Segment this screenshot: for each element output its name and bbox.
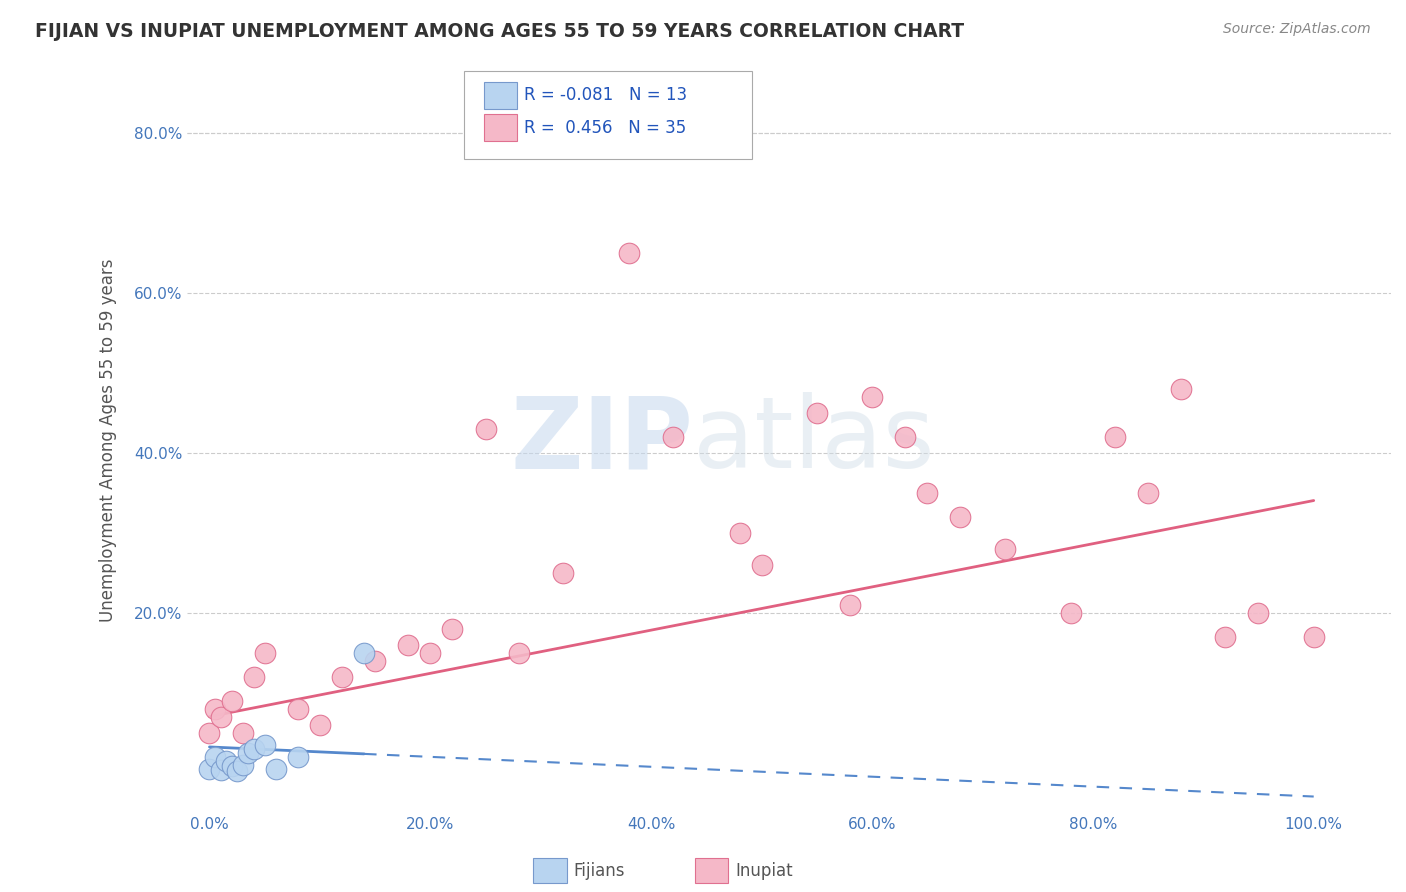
- Point: [287, 701, 309, 715]
- Point: [204, 749, 226, 764]
- Point: [242, 741, 264, 756]
- Text: Source: ZipAtlas.com: Source: ZipAtlas.com: [1223, 22, 1371, 37]
- Point: [215, 754, 238, 768]
- Point: [1215, 630, 1237, 644]
- Point: [441, 622, 464, 636]
- Point: [1104, 429, 1126, 443]
- Point: [915, 485, 938, 500]
- Point: [232, 725, 254, 739]
- Text: Inupiat: Inupiat: [735, 862, 793, 880]
- Point: [221, 759, 243, 773]
- Point: [236, 746, 259, 760]
- Point: [226, 764, 249, 778]
- Point: [894, 429, 917, 443]
- Point: [728, 525, 751, 540]
- Text: atlas: atlas: [693, 392, 935, 489]
- Point: [474, 421, 496, 435]
- Point: [1137, 485, 1160, 500]
- Point: [353, 646, 375, 660]
- Text: ZIP: ZIP: [510, 392, 693, 489]
- Point: [330, 669, 353, 683]
- Point: [1247, 606, 1270, 620]
- Text: FIJIAN VS INUPIAT UNEMPLOYMENT AMONG AGES 55 TO 59 YEARS CORRELATION CHART: FIJIAN VS INUPIAT UNEMPLOYMENT AMONG AGE…: [35, 22, 965, 41]
- Point: [949, 509, 972, 524]
- Point: [838, 598, 860, 612]
- Point: [221, 693, 243, 707]
- Text: Fijians: Fijians: [574, 862, 626, 880]
- Text: R = -0.081   N = 13: R = -0.081 N = 13: [524, 87, 688, 104]
- Point: [1170, 382, 1192, 396]
- Point: [508, 646, 530, 660]
- Point: [209, 763, 232, 777]
- Point: [551, 566, 574, 580]
- Point: [253, 738, 276, 752]
- Point: [198, 725, 221, 739]
- Point: [419, 646, 441, 660]
- Point: [751, 558, 773, 572]
- Point: [617, 245, 640, 260]
- Point: [1060, 606, 1083, 620]
- Point: [993, 541, 1015, 556]
- Point: [204, 701, 226, 715]
- Point: [209, 709, 232, 723]
- Text: R =  0.456   N = 35: R = 0.456 N = 35: [524, 119, 686, 136]
- Point: [253, 646, 276, 660]
- Point: [662, 429, 685, 443]
- Point: [364, 654, 387, 668]
- Point: [396, 638, 419, 652]
- Point: [1302, 630, 1324, 644]
- Point: [860, 390, 883, 404]
- Y-axis label: Unemployment Among Ages 55 to 59 years: Unemployment Among Ages 55 to 59 years: [100, 259, 117, 623]
- Point: [287, 749, 309, 764]
- Point: [806, 405, 828, 419]
- Point: [242, 669, 264, 683]
- Point: [198, 762, 221, 776]
- Point: [232, 757, 254, 772]
- Point: [309, 717, 332, 731]
- Point: [264, 762, 287, 776]
